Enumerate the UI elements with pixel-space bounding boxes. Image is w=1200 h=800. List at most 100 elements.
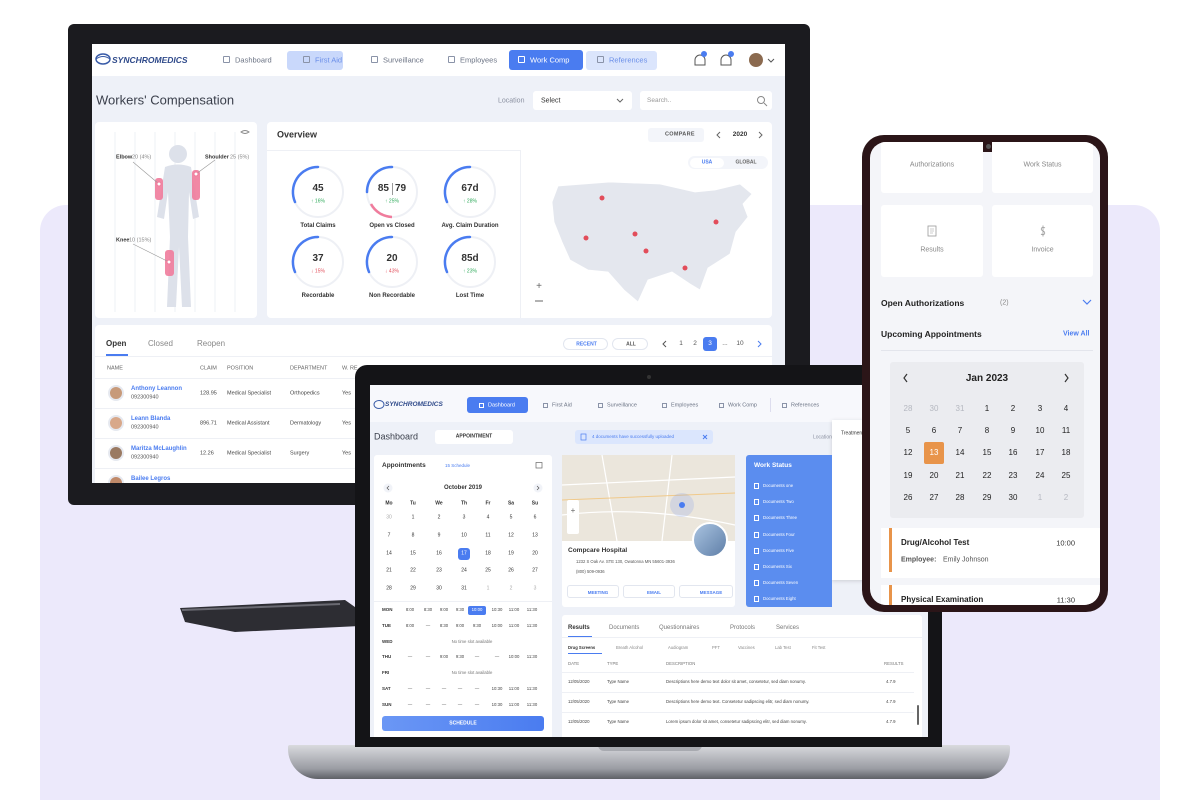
calendar-day[interactable]: 12	[903, 448, 913, 458]
calendar-day[interactable]: 16	[436, 550, 442, 557]
document-item[interactable]: Documents Four	[763, 531, 795, 537]
time-slot[interactable]: 9:00	[455, 622, 465, 628]
calendar-day[interactable]: 22	[410, 567, 416, 574]
calendar-day[interactable]: 8	[984, 426, 990, 436]
calendar-day[interactable]: 16	[1008, 448, 1018, 458]
calendar-day[interactable]: 24	[1035, 470, 1045, 480]
nav-item[interactable]: Surveillance	[383, 55, 424, 65]
nav-item[interactable]: Employees	[460, 55, 498, 65]
document-item[interactable]: Documents one	[763, 482, 794, 488]
nav-item[interactable]: Dashboard	[235, 55, 272, 65]
calendar-day[interactable]: 7	[387, 532, 391, 539]
page-number[interactable]: 10	[736, 339, 744, 347]
section-title[interactable]: Open Authorizations	[881, 297, 965, 308]
results-tab[interactable]: Questionnaires	[659, 625, 700, 631]
quick-tile[interactable]: Results	[881, 205, 983, 277]
nav-item[interactable]: Work Comp	[728, 401, 757, 408]
schedule-button[interactable]: SCHEDULE	[382, 716, 544, 731]
page-number[interactable]: 3	[708, 339, 712, 347]
calendar-day[interactable]: 31	[955, 404, 965, 413]
calendar-day[interactable]: 14	[386, 550, 392, 557]
calendar-day[interactable]: 6	[931, 426, 937, 436]
calendar-day[interactable]: 10	[461, 532, 467, 539]
time-slot[interactable]: 11:30	[526, 606, 538, 612]
calendar-day[interactable]: 30	[929, 404, 939, 413]
appointment-button[interactable]: APPOINTMENT	[435, 430, 513, 444]
calendar-day[interactable]: 21	[386, 567, 392, 574]
nav-item[interactable]: First Aid	[552, 401, 572, 408]
compare-button[interactable]: COMPARE	[648, 128, 704, 142]
calendar-day[interactable]: 2	[1063, 492, 1069, 502]
time-slot[interactable]: 9:30	[472, 622, 482, 628]
employee-name[interactable]: Maritza McLaughlin	[131, 446, 187, 452]
calendar-day[interactable]: 27	[532, 567, 538, 574]
calendar-day[interactable]: 26	[903, 492, 913, 502]
calendar-day[interactable]: 18	[485, 550, 491, 557]
calendar-day[interactable]: 23	[436, 567, 442, 574]
calendar-day[interactable]: 20	[532, 550, 538, 557]
calendar-day[interactable]: 1	[1037, 492, 1043, 502]
document-item[interactable]: Documents Three	[763, 515, 798, 521]
calendar-day[interactable]: 15	[410, 550, 416, 557]
nav-item[interactable]: Surveillance	[607, 401, 637, 408]
toggle-option[interactable]: USA	[701, 159, 713, 166]
quick-tile[interactable]: Authorizations	[881, 142, 983, 193]
time-slot[interactable]: 11:30	[526, 654, 538, 660]
results-subtab[interactable]: Lab Test	[775, 644, 791, 650]
time-slot[interactable]: 11:30	[526, 701, 538, 707]
employee-name[interactable]: Leann Blanda	[131, 416, 171, 422]
calendar-day[interactable]: 26	[508, 567, 514, 574]
calendar-day[interactable]: 4	[1063, 404, 1069, 413]
results-tab[interactable]: Results	[568, 625, 590, 631]
calendar-day[interactable]: 9	[1010, 426, 1016, 436]
nav-item[interactable]: First Aid	[315, 55, 343, 65]
nav-item[interactable]: References	[791, 401, 820, 408]
page-number[interactable]: 1	[679, 339, 683, 347]
calendar-day[interactable]: 8	[411, 532, 415, 539]
calendar-day[interactable]: 3	[1037, 404, 1043, 413]
calendar-day[interactable]: 28	[903, 404, 913, 413]
calendar-day[interactable]: 30	[436, 585, 442, 592]
results-subtab[interactable]: Drug Screens	[568, 644, 596, 650]
time-slot[interactable]: 11:30	[526, 622, 538, 628]
calendar-day[interactable]: 23	[1008, 470, 1018, 480]
results-subtab[interactable]: Breath Alcohol	[616, 644, 644, 650]
document-item[interactable]: Documents Five	[763, 547, 795, 553]
calendar-day[interactable]: 10	[1035, 426, 1045, 436]
action-button[interactable]: MEETING	[567, 585, 619, 598]
calendar-day[interactable]: 18	[1061, 448, 1071, 458]
time-slot[interactable]: 11:30	[526, 685, 538, 691]
time-slot[interactable]: 8:30	[439, 622, 449, 628]
results-subtab[interactable]: Vaccines	[738, 644, 755, 650]
calendar-day[interactable]: 30	[1008, 492, 1018, 502]
calendar-day[interactable]: 5	[905, 426, 911, 436]
calendar-day[interactable]: 20	[929, 470, 939, 480]
calendar-day[interactable]: 12	[508, 532, 514, 539]
calendar-day[interactable]: 9	[437, 532, 441, 539]
results-tab[interactable]: Protocols	[730, 625, 756, 631]
calendar-day[interactable]: 1	[486, 585, 490, 592]
appointment-title[interactable]: Drug/Alcohol Test	[901, 538, 970, 547]
calendar-day[interactable]: 21	[955, 470, 965, 480]
calendar-day[interactable]: 28	[386, 585, 392, 592]
results-subtab[interactable]: Audiogram	[668, 644, 689, 650]
calendar-day[interactable]: 2	[1010, 404, 1016, 413]
calendar-day[interactable]: 13	[532, 532, 538, 539]
time-slot[interactable]: 10:30	[491, 701, 503, 707]
calendar-day[interactable]: 19	[508, 550, 514, 557]
calendar-day[interactable]: 11	[485, 532, 491, 539]
document-item[interactable]: Documents Seven	[763, 580, 799, 586]
time-slot[interactable]: 8:00	[405, 606, 415, 612]
calendar-day[interactable]: 2	[437, 514, 441, 521]
nav-item[interactable]: References	[609, 55, 648, 65]
action-button[interactable]: EMAIL	[623, 585, 675, 598]
results-tab[interactable]: Services	[776, 625, 800, 631]
document-item[interactable]: Documents Six	[763, 563, 792, 569]
claims-tab[interactable]: Reopen	[197, 339, 226, 348]
calendar-day[interactable]: 6	[533, 514, 537, 521]
calendar-day[interactable]: 27	[929, 492, 939, 502]
results-subtab[interactable]: Fit Test	[812, 644, 826, 650]
quick-tile[interactable]: Invoice	[992, 205, 1093, 277]
employee-name[interactable]: Anthony Leannon	[131, 386, 182, 392]
calendar-day[interactable]: 29	[982, 492, 992, 502]
